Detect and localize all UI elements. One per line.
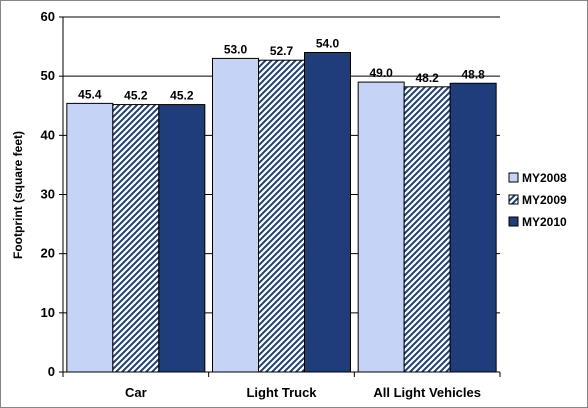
axes bbox=[59, 16, 501, 377]
labels: 0 10 20 30 40 50 60 45.4 45.2 45.2 Car 53.0 52.7 54.0… bbox=[41, 9, 486, 400]
bar-my2010-0 bbox=[158, 104, 206, 373]
bars bbox=[66, 52, 497, 373]
y-tick-label: 20 bbox=[41, 246, 55, 261]
data-label: 52.7 bbox=[270, 44, 294, 58]
bar-my2008-1 bbox=[212, 57, 259, 373]
data-label: 49.0 bbox=[369, 66, 393, 80]
bar-my2009-0 bbox=[112, 104, 160, 373]
y-tick-label: 10 bbox=[41, 305, 55, 320]
data-label: 45.4 bbox=[78, 87, 102, 101]
y-tick-label: 40 bbox=[41, 127, 55, 142]
y-axis-title: Footprint (square feet) bbox=[11, 131, 25, 259]
y-tick-label: 0 bbox=[48, 364, 55, 379]
y-tick-label: 30 bbox=[41, 187, 55, 202]
bar-my2009-1 bbox=[258, 59, 305, 373]
data-label: 45.2 bbox=[124, 89, 148, 103]
x-tick-label: Light Truck bbox=[246, 385, 317, 400]
legend-label-my2008: MY2008 bbox=[522, 171, 567, 185]
bar-my2010-1 bbox=[304, 52, 351, 373]
y-tick-label: 50 bbox=[41, 68, 55, 83]
legend-swatch-my2009 bbox=[508, 194, 519, 205]
x-tick-label: All Light Vehicles bbox=[373, 385, 481, 400]
bar-my2008-2 bbox=[357, 81, 405, 373]
bar-my2009-2 bbox=[403, 86, 451, 373]
legend-label-my2010: MY2010 bbox=[522, 215, 567, 229]
data-label: 54.0 bbox=[316, 37, 340, 51]
bar-my2008-0 bbox=[66, 102, 114, 373]
data-label: 45.2 bbox=[170, 89, 194, 103]
legend: MY2008 MY2009 MY2010 bbox=[508, 171, 567, 229]
x-tick-label: Car bbox=[125, 385, 147, 400]
y-tick-label: 60 bbox=[41, 9, 55, 24]
legend-swatch-my2008 bbox=[508, 172, 519, 183]
data-label: 53.0 bbox=[224, 42, 248, 56]
bar-my2010-2 bbox=[449, 82, 497, 373]
data-label: 48.2 bbox=[415, 71, 439, 85]
data-label: 48.8 bbox=[461, 67, 485, 81]
legend-label-my2009: MY2009 bbox=[522, 193, 567, 207]
legend-swatch-my2010 bbox=[508, 216, 519, 227]
